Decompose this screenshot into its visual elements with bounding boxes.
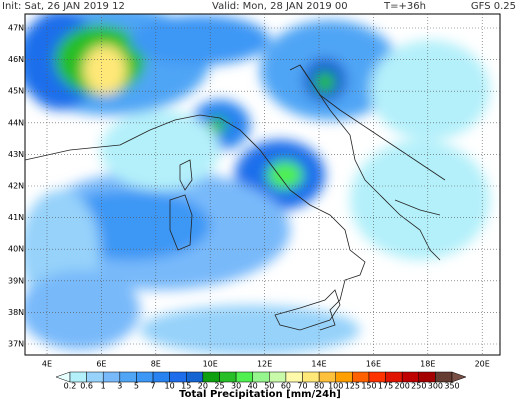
colorbar-label: 150 <box>361 382 376 391</box>
colorbar-label: 25 <box>214 382 224 391</box>
colorbar-label: 30 <box>231 382 241 391</box>
lon-label: 4E <box>42 360 52 369</box>
colorbar-label: 100 <box>328 382 343 391</box>
colorbar-label: 70 <box>297 382 307 391</box>
colorbar-box <box>235 371 253 383</box>
forecast-step: T=+36h <box>383 1 426 12</box>
colorbar-box <box>186 371 204 383</box>
model-name: GFS 0.25 <box>471 1 516 12</box>
lon-label: 16E <box>366 360 381 369</box>
colorbar-box <box>385 371 403 383</box>
lat-label: 47N <box>8 24 24 33</box>
colorbar-box <box>86 371 104 383</box>
colorbar-box <box>352 371 370 383</box>
lat-label: 42N <box>8 182 24 191</box>
colorbar-box <box>335 371 353 383</box>
lon-label: 8E <box>151 360 161 369</box>
colorbar-label: 350 <box>444 382 459 391</box>
colorbar-box <box>368 371 386 383</box>
lat-label: 41N <box>8 213 24 222</box>
colorbar-label: 5 <box>134 382 139 391</box>
lat-label: 39N <box>8 276 24 285</box>
colorbar-label: 3 <box>117 382 122 391</box>
valid-time: Valid: Mon, 28 JAN 2019 00 <box>212 1 348 12</box>
colorbar-box <box>418 371 436 383</box>
colorbar-end <box>451 371 467 383</box>
colorbar-box <box>136 371 154 383</box>
lon-label: 14E <box>311 360 326 369</box>
colorbar-box <box>102 371 121 383</box>
colorbar-box <box>269 371 287 383</box>
lat-label: 44N <box>8 118 24 127</box>
colorbar-label: 0.6 <box>80 382 93 391</box>
colorbar-label: 80 <box>314 382 324 391</box>
coastlines <box>25 64 446 331</box>
lon-label: 6E <box>96 360 106 369</box>
colorbar-box <box>169 371 187 383</box>
colorbar-label: 15 <box>181 382 191 391</box>
colorbar-label: 250 <box>411 382 426 391</box>
colorbar-label: 300 <box>428 382 443 391</box>
map-frame <box>24 13 501 356</box>
lat-label: 45N <box>8 87 24 96</box>
colorbar-box <box>435 371 453 383</box>
colorbar-box <box>69 371 87 383</box>
colorbar-label: 175 <box>378 382 393 391</box>
colorbar-label: 20 <box>198 382 208 391</box>
lat-label: 46N <box>8 55 24 64</box>
colorbar-box <box>302 371 320 383</box>
colorbar-box <box>285 371 303 383</box>
colorbar-box <box>318 371 336 383</box>
lon-label: 18E <box>420 360 435 369</box>
colorbar-label: 60 <box>281 382 291 391</box>
colorbar-box <box>252 371 270 383</box>
lon-label: 10E <box>203 360 218 369</box>
colorbar-label: 7 <box>150 382 155 391</box>
precip-field <box>25 14 490 355</box>
colorbar-label: 50 <box>264 382 274 391</box>
legend-title: Total Precipitation [mm/24h] <box>179 389 341 400</box>
colorbar-label: 1 <box>101 382 106 391</box>
lat-label: 40N <box>8 245 24 254</box>
lat-label: 37N <box>8 340 24 349</box>
colorbar-label: 0.2 <box>64 382 77 391</box>
colorbar-label: 10 <box>165 382 175 391</box>
colorbar-label: 40 <box>248 382 258 391</box>
colorbar-box <box>202 371 220 383</box>
colorbar-box <box>119 371 137 383</box>
lon-label: 20E <box>475 360 490 369</box>
colorbar-box <box>219 371 237 383</box>
init-time: Init: Sat, 26 JAN 2019 12 <box>2 1 125 12</box>
lat-label: 38N <box>8 308 24 317</box>
colorbar-label: 125 <box>345 382 360 391</box>
lon-label: 12E <box>257 360 272 369</box>
colorbar-box <box>401 371 420 383</box>
lat-label: 43N <box>8 150 24 159</box>
colorbar-label: 200 <box>395 382 410 391</box>
colorbar-box <box>152 371 170 383</box>
